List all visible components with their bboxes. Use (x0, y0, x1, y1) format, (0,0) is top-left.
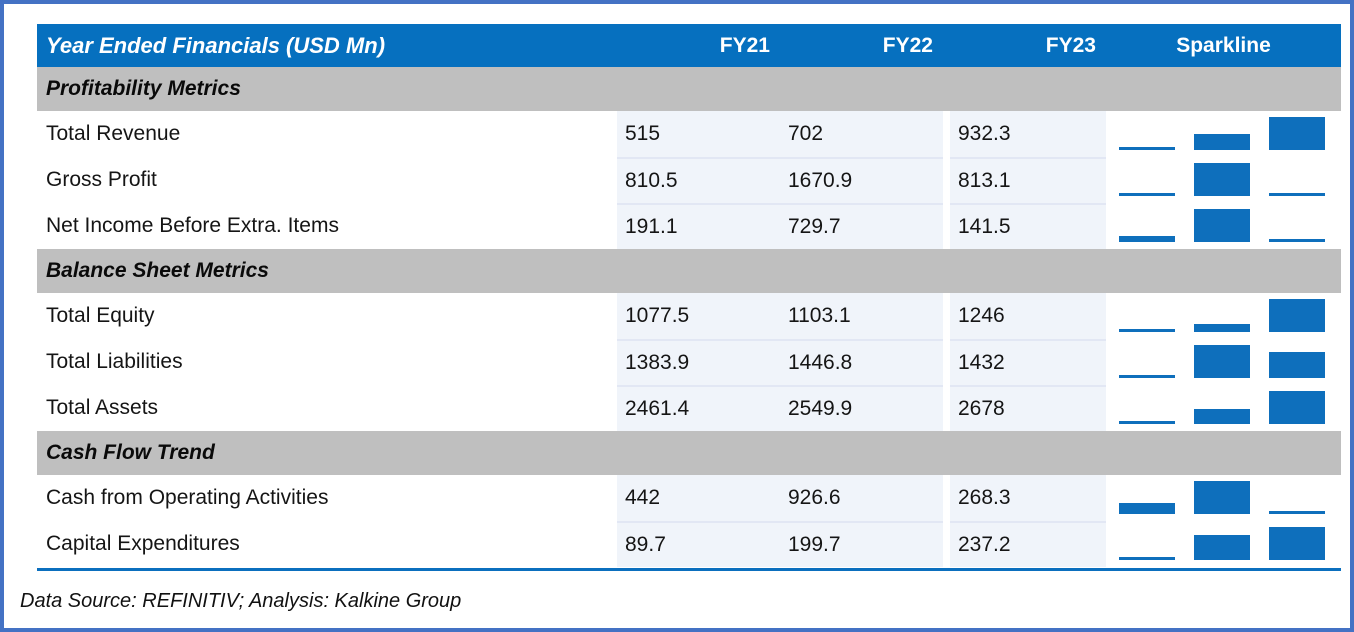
metric-label: Total Liabilities (46, 350, 183, 373)
value-cell-fy21: 89.7 (617, 521, 780, 567)
table-row: Capital Expenditures 89.7 199.7 237.2 (37, 521, 1341, 567)
sparkline-bar (1269, 299, 1325, 332)
value-cell-fy22: 2549.9 (780, 385, 943, 431)
sparkline-bar (1194, 209, 1250, 242)
metric-label: Total Assets (46, 396, 159, 419)
value-cell-fy22: 1103.1 (780, 293, 943, 339)
sparkline-bar (1119, 503, 1175, 514)
value-cell-fy21: 442 (617, 475, 780, 521)
financials-table: Year Ended Financials (USD Mn) FY21 FY22… (37, 24, 1341, 571)
table-row: Net Income Before Extra. Items 191.1 729.7… (37, 203, 1341, 249)
sparkline-bar (1119, 147, 1175, 150)
sparkline-bar (1269, 352, 1325, 378)
table-row: Total Liabilities 1383.9 1446.8 1432 (37, 339, 1341, 385)
sparkline (1106, 339, 1341, 385)
value-cell-fy23: 268.3 (950, 475, 1106, 521)
value-cell-fy23: 1246 (950, 293, 1106, 339)
sparkline-bar (1119, 193, 1175, 196)
sparkline-bar (1269, 193, 1325, 196)
table-row: Total Assets 2461.4 2549.9 2678 (37, 385, 1341, 431)
column-header-fy22: FY22 (882, 33, 933, 57)
value-cell-fy22: 199.7 (780, 521, 943, 567)
sparkline-bar (1269, 117, 1325, 150)
value-cell-fy22: 729.7 (780, 203, 943, 249)
sparkline-bar (1194, 163, 1250, 196)
table-header-row: Year Ended Financials (USD Mn) FY21 FY22… (37, 24, 1341, 67)
section-header: Profitability Metrics (37, 67, 1341, 111)
metric-label: Cash from Operating Activities (46, 486, 329, 509)
sparkline-bar (1119, 557, 1175, 560)
value-cell-fy22: 702 (780, 111, 943, 157)
sparkline (1106, 203, 1341, 249)
metric-label: Total Equity (46, 304, 155, 327)
sparkline (1106, 293, 1341, 339)
table-row: Total Revenue 515 702 932.3 (37, 111, 1341, 157)
table-row: Total Equity 1077.5 1103.1 1246 (37, 293, 1341, 339)
sparkline-bar (1269, 239, 1325, 242)
column-header-sparkline: Sparkline (1176, 33, 1271, 57)
metric-label: Total Revenue (46, 122, 181, 145)
value-cell-fy21: 1077.5 (617, 293, 780, 339)
sparkline (1106, 157, 1341, 203)
column-header-fy23: FY23 (1045, 33, 1096, 57)
sparkline (1106, 385, 1341, 431)
value-cell-fy22: 1670.9 (780, 157, 943, 203)
sparkline-bar (1194, 535, 1250, 560)
sparkline-bar (1119, 236, 1175, 242)
metric-label: Gross Profit (46, 168, 157, 191)
sparkline-bar (1119, 375, 1175, 378)
sparkline-bar (1194, 134, 1250, 150)
sparkline-bar (1269, 391, 1325, 424)
table-row: Cash from Operating Activities 442 926.6 26… (37, 475, 1341, 521)
table-body: Profitability Metrics Total Revenue 515 702… (37, 67, 1341, 567)
sparkline (1106, 475, 1341, 521)
value-cell-fy23: 813.1 (950, 157, 1106, 203)
value-cell-fy21: 1383.9 (617, 339, 780, 385)
value-cell-fy23: 237.2 (950, 521, 1106, 567)
sparkline-bar (1194, 481, 1250, 514)
column-header-fy21: FY21 (719, 33, 770, 57)
value-cell-fy21: 810.5 (617, 157, 780, 203)
sparkline (1106, 521, 1341, 567)
sparkline-bar (1269, 511, 1325, 514)
table-row: Gross Profit 810.5 1670.9 813.1 (37, 157, 1341, 203)
data-source-note: Data Source: REFINITIV; Analysis: Kalkin… (20, 590, 462, 612)
value-cell-fy23: 1432 (950, 339, 1106, 385)
value-cell-fy23: 2678 (950, 385, 1106, 431)
value-cell-fy21: 2461.4 (617, 385, 780, 431)
value-cell-fy23: 932.3 (950, 111, 1106, 157)
section-header: Cash Flow Trend (37, 431, 1341, 475)
sparkline-bar (1194, 324, 1250, 332)
value-cell-fy22: 1446.8 (780, 339, 943, 385)
sparkline (1106, 111, 1341, 157)
value-cell-fy22: 926.6 (780, 475, 943, 521)
value-cell-fy23: 141.5 (950, 203, 1106, 249)
metric-label: Capital Expenditures (46, 532, 240, 555)
sparkline-bar (1269, 527, 1325, 560)
value-cell-fy21: 191.1 (617, 203, 780, 249)
value-cell-fy21: 515 (617, 111, 780, 157)
metric-label: Net Income Before Extra. Items (46, 214, 339, 237)
sparkline-bar (1194, 409, 1250, 424)
table-title: Year Ended Financials (USD Mn) (46, 32, 386, 58)
sparkline-bar (1194, 345, 1250, 378)
sparkline-bar (1119, 329, 1175, 332)
sparkline-bar (1119, 421, 1175, 424)
section-header: Balance Sheet Metrics (37, 249, 1341, 293)
bottom-rule (37, 568, 1341, 571)
